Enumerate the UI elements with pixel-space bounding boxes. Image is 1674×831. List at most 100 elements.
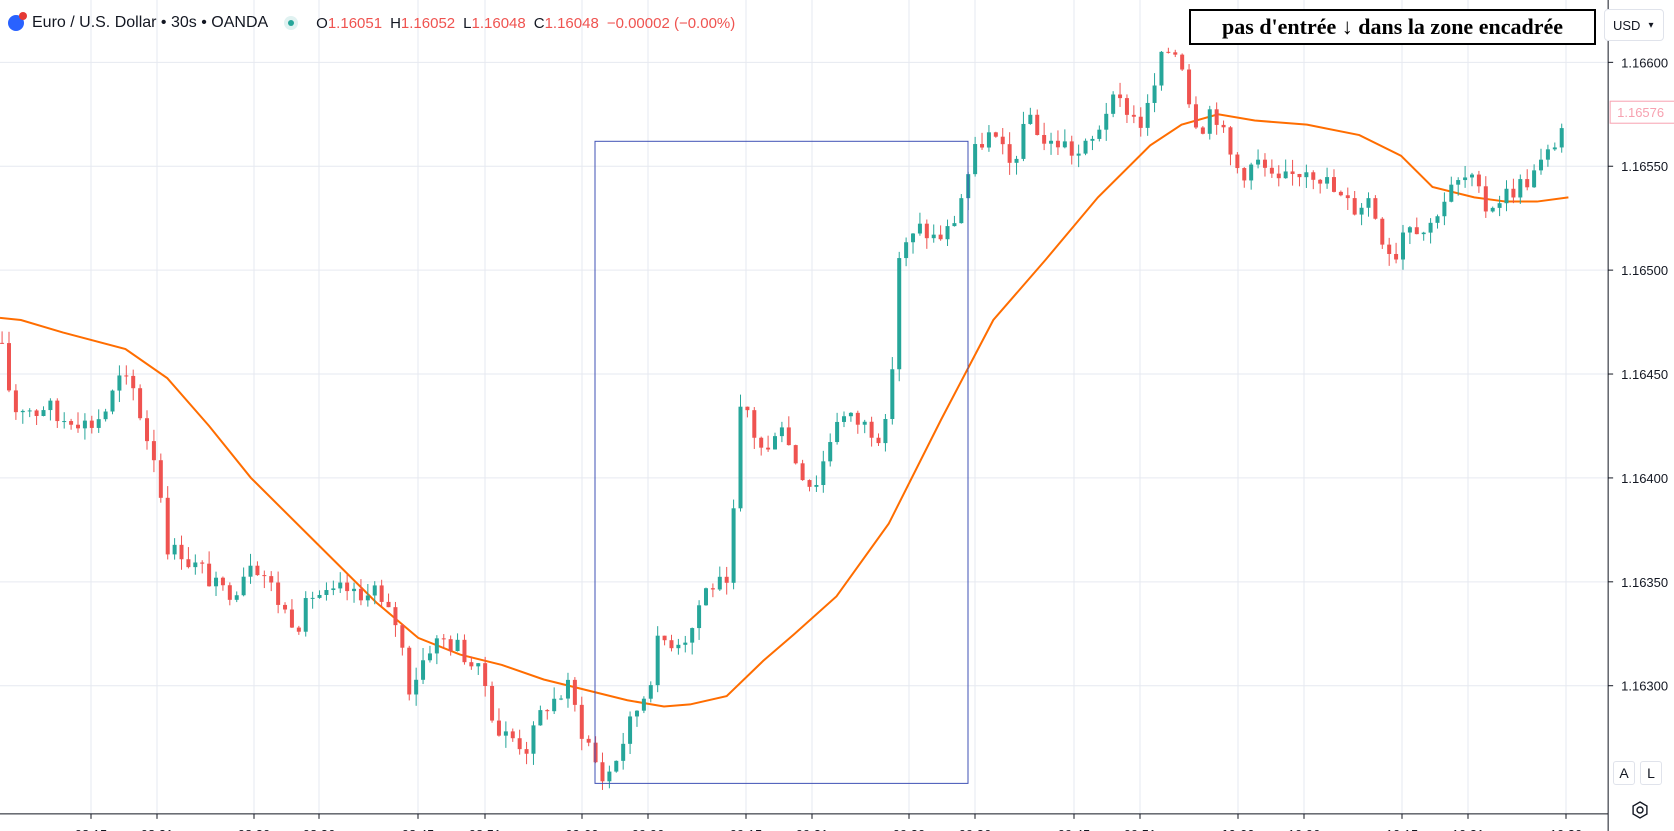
candle[interactable] xyxy=(1249,162,1254,190)
candle[interactable] xyxy=(1525,169,1530,191)
candle[interactable] xyxy=(945,219,950,246)
candle[interactable] xyxy=(1325,167,1330,189)
candle[interactable] xyxy=(980,132,985,150)
candle[interactable] xyxy=(462,634,467,665)
candle[interactable] xyxy=(931,224,936,243)
candle[interactable] xyxy=(959,194,964,224)
candle[interactable] xyxy=(1352,190,1357,216)
candle[interactable] xyxy=(317,590,322,599)
candle[interactable] xyxy=(952,215,957,227)
candle[interactable] xyxy=(1552,142,1557,151)
candle[interactable] xyxy=(628,711,633,754)
candle[interactable] xyxy=(1145,94,1150,136)
candle[interactable] xyxy=(269,571,274,592)
candle[interactable] xyxy=(1380,217,1385,249)
candle[interactable] xyxy=(1076,144,1081,168)
candle[interactable] xyxy=(572,677,577,712)
candle[interactable] xyxy=(1062,129,1067,149)
candle[interactable] xyxy=(904,237,909,267)
candle[interactable] xyxy=(1173,49,1178,58)
no-entry-zone-box[interactable] xyxy=(594,140,969,784)
candle[interactable] xyxy=(503,721,508,748)
candle[interactable] xyxy=(1028,107,1033,125)
candle[interactable] xyxy=(545,709,550,720)
candle[interactable] xyxy=(793,444,798,465)
candle[interactable] xyxy=(76,412,81,433)
candle[interactable] xyxy=(34,409,39,426)
candle[interactable] xyxy=(255,561,260,576)
candle[interactable] xyxy=(1421,231,1426,241)
candle[interactable] xyxy=(876,433,881,446)
candle[interactable] xyxy=(469,656,474,670)
candle[interactable] xyxy=(55,398,60,428)
candle[interactable] xyxy=(890,357,895,425)
candle[interactable] xyxy=(0,331,5,344)
candle[interactable] xyxy=(1345,187,1350,210)
candle[interactable] xyxy=(855,410,860,434)
annotation-box[interactable] xyxy=(594,140,969,784)
candle[interactable] xyxy=(138,384,143,421)
candle[interactable] xyxy=(1035,109,1040,136)
candle[interactable] xyxy=(510,728,515,742)
candle[interactable] xyxy=(1373,195,1378,220)
candle[interactable] xyxy=(386,593,391,608)
candle[interactable] xyxy=(241,567,246,597)
candle[interactable] xyxy=(559,695,564,701)
candle[interactable] xyxy=(634,710,639,727)
candle[interactable] xyxy=(1269,159,1274,178)
candle[interactable] xyxy=(179,535,184,570)
candle[interactable] xyxy=(807,479,812,492)
candle[interactable] xyxy=(407,645,412,701)
candle[interactable] xyxy=(1463,166,1468,188)
candle[interactable] xyxy=(1262,153,1267,177)
candle[interactable] xyxy=(1138,107,1143,137)
candle[interactable] xyxy=(352,582,357,603)
candle[interactable] xyxy=(690,627,695,655)
candle[interactable] xyxy=(697,600,702,640)
log-scale-button[interactable]: L xyxy=(1640,761,1662,785)
candle[interactable] xyxy=(1456,177,1461,196)
candle[interactable] xyxy=(283,602,288,614)
candle[interactable] xyxy=(662,635,667,646)
candle[interactable] xyxy=(1407,226,1412,245)
candle[interactable] xyxy=(200,560,205,574)
candle[interactable] xyxy=(1483,176,1488,218)
candle[interactable] xyxy=(434,635,439,665)
candle[interactable] xyxy=(1097,125,1102,142)
candle[interactable] xyxy=(131,369,136,401)
candle[interactable] xyxy=(1490,206,1495,213)
candle[interactable] xyxy=(165,486,170,560)
candle[interactable] xyxy=(214,571,219,597)
candle[interactable] xyxy=(828,433,833,467)
candle[interactable] xyxy=(821,450,826,493)
candle[interactable] xyxy=(62,412,67,429)
candle[interactable] xyxy=(248,553,253,584)
candle[interactable] xyxy=(262,570,267,589)
candle[interactable] xyxy=(455,633,460,652)
candle[interactable] xyxy=(1311,170,1316,190)
candle[interactable] xyxy=(69,418,74,430)
candle[interactable] xyxy=(703,587,708,606)
candle[interactable] xyxy=(6,331,11,393)
candle[interactable] xyxy=(110,389,115,415)
candle[interactable] xyxy=(710,583,715,598)
candle[interactable] xyxy=(586,735,591,747)
candle[interactable] xyxy=(800,459,805,481)
candle[interactable] xyxy=(427,645,432,663)
candle[interactable] xyxy=(172,538,177,560)
candle[interactable] xyxy=(724,566,729,595)
candle[interactable] xyxy=(1318,178,1323,194)
candle[interactable] xyxy=(345,574,350,601)
candle[interactable] xyxy=(338,572,343,593)
candle[interactable] xyxy=(1221,120,1226,133)
candle[interactable] xyxy=(1131,105,1136,124)
candle[interactable] xyxy=(1359,203,1364,226)
candle[interactable] xyxy=(1159,51,1164,91)
candle[interactable] xyxy=(1442,192,1447,226)
candle[interactable] xyxy=(1007,132,1012,175)
candle[interactable] xyxy=(227,582,232,606)
auto-scale-button[interactable]: A xyxy=(1613,761,1635,785)
candle[interactable] xyxy=(103,408,108,422)
candle[interactable] xyxy=(924,219,929,249)
candlesticks[interactable] xyxy=(0,47,1564,790)
